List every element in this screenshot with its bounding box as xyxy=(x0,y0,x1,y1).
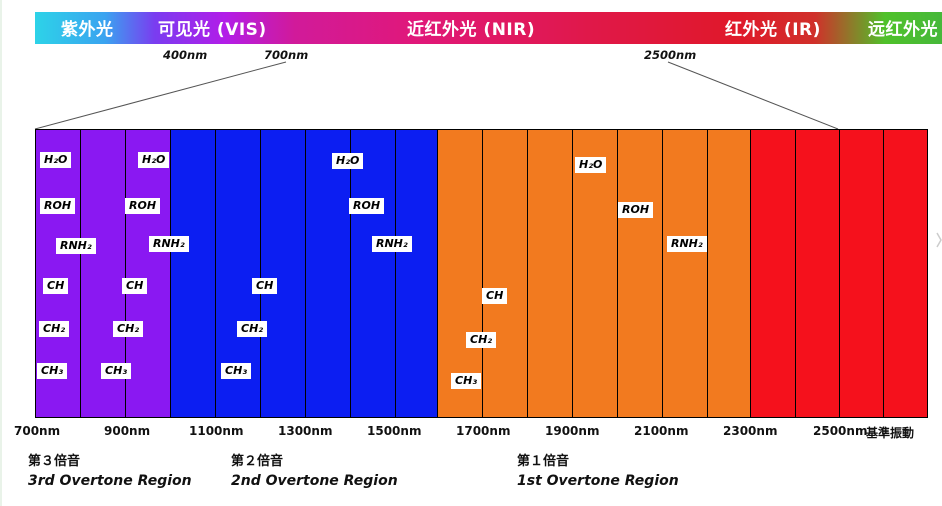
column-10 xyxy=(438,130,483,417)
axis-label-fundamental: 基準振動 xyxy=(866,426,915,440)
column-20 xyxy=(884,130,927,417)
band-label-nir: 近红外光 (NIR) xyxy=(407,20,536,40)
tag-rnh2: RNH₂ xyxy=(667,236,707,252)
tag-ch3: CH₃ xyxy=(101,363,132,379)
column-16 xyxy=(708,130,751,417)
column-15 xyxy=(663,130,708,417)
tag-ch2: CH₂ xyxy=(237,321,268,337)
column-18 xyxy=(796,130,840,417)
tag-roh: ROH xyxy=(40,198,76,214)
top-wavelength-2500: 2500nm xyxy=(644,48,697,62)
overtone-chart: H₂O ROH RNH₂ CH CH₂ CH₃ H₂O ROH RNH₂ CH … xyxy=(35,129,928,418)
tag-ch3: CH₃ xyxy=(221,363,252,379)
axis-label-2300nm: 2300nm xyxy=(723,424,778,438)
axis-label-1900nm: 1900nm xyxy=(545,424,600,438)
overtone-1st-en: 1st Overtone Region xyxy=(517,473,679,489)
chevron-right-icon[interactable] xyxy=(936,230,942,250)
column-3 xyxy=(126,130,171,417)
top-wavelength-700: 700nm xyxy=(264,48,309,62)
column-17 xyxy=(751,130,796,417)
column-11 xyxy=(483,130,528,417)
tag-ch3: CH₃ xyxy=(451,373,482,389)
tag-ch: CH xyxy=(122,278,148,294)
tag-rnh2: RNH₂ xyxy=(149,236,189,252)
column-7 xyxy=(306,130,351,417)
tag-ch2: CH₂ xyxy=(466,332,497,348)
column-14 xyxy=(618,130,663,417)
column-9 xyxy=(396,130,438,417)
left-edge-strip xyxy=(0,0,2,506)
band-label-ir: 红外光 (IR) xyxy=(725,20,821,40)
tag-ch: CH xyxy=(482,288,508,304)
spectrum-bar: 紫外光 可见光 (VIS) 近红外光 (NIR) 红外光 (IR) 远红外光 xyxy=(35,12,942,44)
axis-label-1500nm: 1500nm xyxy=(367,424,422,438)
tag-ch: CH xyxy=(43,278,69,294)
connector-line-right xyxy=(667,61,839,130)
band-label-fir: 远红外光 xyxy=(868,20,938,40)
axis-label-1700nm: 1700nm xyxy=(456,424,511,438)
tag-rnh2: RNH₂ xyxy=(372,236,412,252)
column-8 xyxy=(351,130,396,417)
tag-h2o: H₂O xyxy=(575,157,607,173)
tag-ch2: CH₂ xyxy=(39,321,70,337)
band-label-vis: 可见光 (VIS) xyxy=(158,20,267,40)
axis-label-900nm: 900nm xyxy=(104,424,151,438)
axis-label-1300nm: 1300nm xyxy=(278,424,333,438)
column-12 xyxy=(528,130,573,417)
tag-h2o: H₂O xyxy=(40,152,72,168)
top-wavelength-400: 400nm xyxy=(163,48,208,62)
overtone-3rd-en: 3rd Overtone Region xyxy=(28,473,192,489)
column-13 xyxy=(573,130,618,417)
tag-rnh2: RNH₂ xyxy=(56,238,96,254)
tag-h2o: H₂O xyxy=(332,153,364,169)
tag-ch3: CH₃ xyxy=(37,363,68,379)
axis-label-2100nm: 2100nm xyxy=(634,424,689,438)
overtone-2nd-en: 2nd Overtone Region xyxy=(231,473,398,489)
axis-label-2500nm: 2500nm xyxy=(813,424,868,438)
tag-ch: CH xyxy=(252,278,278,294)
column-19 xyxy=(840,130,884,417)
tag-roh: ROH xyxy=(349,198,385,214)
column-4 xyxy=(171,130,216,417)
overtone-1st-cn: 第１倍音 xyxy=(517,454,570,469)
connector-line-left xyxy=(34,61,287,130)
overtone-2nd-cn: 第２倍音 xyxy=(231,454,284,469)
column-6 xyxy=(261,130,306,417)
tag-roh: ROH xyxy=(618,202,654,218)
tag-roh: ROH xyxy=(125,198,161,214)
overtone-3rd-cn: 第３倍音 xyxy=(28,454,81,469)
band-label-uv: 紫外光 xyxy=(61,20,114,40)
axis-label-1100nm: 1100nm xyxy=(189,424,244,438)
tag-ch2: CH₂ xyxy=(113,321,144,337)
tag-h2o: H₂O xyxy=(138,152,170,168)
axis-label-700nm: 700nm xyxy=(14,424,61,438)
